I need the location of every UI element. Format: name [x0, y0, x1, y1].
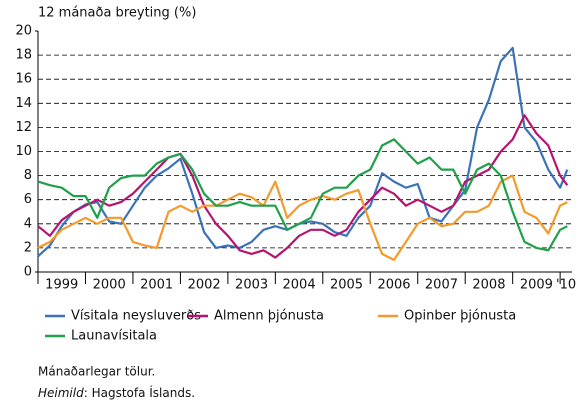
legend-label: Launavísitala [71, 329, 157, 344]
y-tick-label: 4 [24, 216, 32, 231]
y-tick-label: 0 [24, 265, 32, 280]
y-tick-label: 8 [24, 168, 32, 183]
legend-label: Almenn þjónusta [214, 309, 324, 324]
series-line [37, 138, 568, 252]
y-tick-label: 10 [15, 144, 32, 159]
x-tick-label: 1999 [45, 278, 78, 293]
x-tick-label: 2000 [93, 278, 126, 293]
y-tick-label: 12 [15, 120, 32, 135]
source-label: Heimild [38, 386, 84, 400]
legend-label: Opinber þjónusta [404, 309, 516, 324]
legend-label: Vísitala neysluverðs [71, 309, 201, 324]
x-tick-label: 2005 [330, 278, 363, 293]
x-tick-label: 2009 [520, 278, 553, 293]
x-tick-label: 2007 [425, 278, 458, 293]
y-axis-label: 12 mánaða breyting (%) [38, 6, 196, 21]
series-line [37, 46, 569, 258]
note: Mánaðarlegar tölur. [38, 365, 155, 379]
y-tick-label: 16 [15, 72, 32, 87]
x-tick-label: 2003 [235, 278, 268, 293]
x-tick-label: '10 [556, 278, 576, 293]
x-tick-label: 2006 [377, 278, 410, 293]
source: Heimild: Hagstofa Íslands. [38, 385, 195, 400]
x-tick-label: 2004 [283, 278, 316, 293]
y-tick-label: 18 [15, 48, 32, 63]
y-tick-label: 20 [15, 24, 32, 39]
series-line [37, 174, 568, 261]
y-tick-label: 2 [24, 240, 32, 255]
source-text: : Hagstofa Íslands. [84, 385, 195, 400]
y-tick-label: 14 [15, 96, 32, 111]
x-tick-label: 2002 [188, 278, 221, 293]
series-line [37, 114, 569, 259]
y-tick-label: 6 [24, 192, 32, 207]
x-tick-label: 2008 [472, 278, 505, 293]
x-tick-label: 2001 [140, 278, 173, 293]
